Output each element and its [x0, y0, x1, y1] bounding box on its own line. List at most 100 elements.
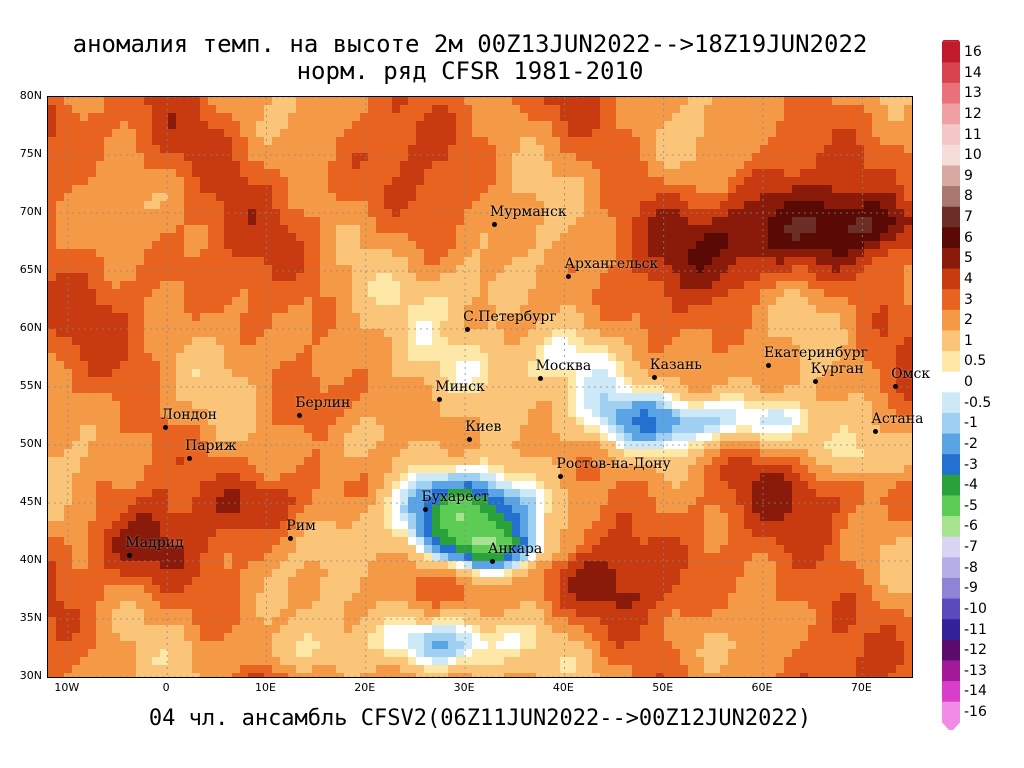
city-marker	[812, 379, 818, 385]
city-marker	[297, 413, 303, 418]
longitude-tick-label: 0	[162, 681, 170, 694]
city-marker	[187, 455, 192, 461]
latitude-tick-label: 50N	[19, 437, 42, 450]
longitude-tick-label: 10W	[54, 681, 80, 694]
legend-swatch	[942, 289, 960, 311]
city-marker	[537, 375, 543, 381]
legend-swatch	[942, 557, 960, 579]
city-label: Рим	[286, 517, 316, 534]
legend-swatch	[942, 701, 960, 723]
chart-subtitle: норм. ряд CFSR 1981-2010	[296, 57, 644, 85]
longitude-tick-label: 60E	[751, 681, 773, 694]
city-label: Берлин	[295, 395, 351, 411]
legend-swatch	[942, 598, 960, 620]
legend-swatch	[942, 82, 960, 105]
chart-title: аномалия темп. на высоте 2м 00Z13JUN2022…	[72, 30, 868, 58]
city-label: Киев	[465, 419, 502, 436]
legend-label: 8	[964, 188, 973, 205]
city-label: Москва	[535, 357, 592, 374]
city-marker	[566, 273, 572, 279]
legend-label: 0.5	[964, 353, 987, 370]
latitude-tick-label: 40N	[19, 553, 42, 566]
legend-swatch	[942, 62, 960, 84]
city-marker	[873, 429, 879, 435]
legend-swatch	[942, 495, 960, 517]
legend-swatch	[942, 412, 960, 435]
legend-swatch	[942, 309, 960, 331]
legend-bottom-arrow	[942, 722, 960, 730]
legend-label: 0	[964, 374, 973, 390]
legend-swatch	[942, 247, 960, 270]
city-label: Мадрид	[125, 535, 184, 552]
legend-label: -1	[964, 415, 978, 432]
legend-label: -9	[964, 580, 978, 597]
legend-label: -8	[964, 559, 978, 576]
longitude-tick-label: 30E	[453, 681, 475, 694]
legend-label: 14	[964, 64, 982, 81]
legend-label: -5	[964, 497, 978, 514]
legend-swatch	[942, 660, 960, 682]
legend-label: -2	[964, 435, 978, 452]
longitude-tick-label: 10E	[254, 681, 276, 694]
longitude-tick-label: 40E	[552, 681, 574, 694]
latitude-tick-label: 60N	[19, 321, 42, 334]
city-label: Екатеринбург	[763, 345, 868, 362]
legend-swatch	[942, 433, 960, 455]
ensemble-caption: 04 чл. ансамбль CFSV2(06Z11JUN2022-->00Z…	[148, 706, 812, 731]
latitude-tick-label: 55N	[19, 379, 42, 392]
legend-label: -13	[964, 662, 987, 679]
latitude-tick-label: 65N	[19, 263, 42, 276]
legend-swatch	[942, 351, 960, 373]
longitude-tick-label: 70E	[850, 681, 872, 694]
city-marker	[437, 396, 443, 402]
legend-top-arrow	[942, 40, 960, 42]
city-label: Лондон	[161, 406, 217, 423]
city-marker	[423, 506, 429, 512]
legend-label: 7	[964, 209, 973, 225]
legend-label: 6	[964, 229, 973, 246]
legend-label: -14	[964, 683, 987, 700]
legend-label: -6	[964, 518, 978, 535]
latitude-tick-label: 30N	[19, 669, 42, 682]
city-label: Париж	[185, 437, 237, 454]
legend-label: -16	[964, 704, 987, 720]
longitude-tick-label: 20E	[354, 681, 376, 694]
legend-label: 3	[964, 291, 973, 308]
color-legend: 16 14 13 12 11 10 9 8 7 6 5 4 3 2 1 0.5 0 -0.5 -1 -2 -3 -4 -5 -…	[940, 40, 1024, 730]
legend-swatch	[942, 392, 960, 414]
legend-swatch	[942, 577, 960, 600]
legend-label: -12	[964, 642, 987, 659]
legend-label: 10	[964, 147, 982, 164]
city-label: Мурманск	[489, 203, 567, 220]
legend-label: -7	[964, 539, 978, 555]
legend-swatch	[942, 371, 960, 393]
city-marker	[491, 221, 497, 227]
latitude-tick-label: 70N	[19, 205, 42, 218]
legend-swatch	[942, 474, 960, 496]
legend-swatch	[942, 103, 960, 125]
latitude-tick-label: 80N	[19, 89, 42, 102]
legend-label: 2	[964, 312, 973, 329]
legend-swatch	[942, 619, 960, 641]
legend-swatch	[942, 639, 960, 661]
legend-label: -0.5	[964, 394, 992, 411]
legend-swatch	[942, 516, 960, 538]
city-label: Астана	[871, 411, 924, 428]
city-marker	[467, 437, 473, 443]
legend-swatch	[942, 330, 960, 352]
city-marker	[163, 424, 169, 430]
legend-label: 11	[964, 126, 982, 143]
city-marker	[489, 559, 495, 565]
legend-label: 1	[964, 332, 973, 349]
legend-swatch	[942, 206, 960, 228]
legend-swatch	[942, 681, 960, 703]
longitude-tick-label: 50E	[652, 681, 674, 694]
city-marker	[893, 384, 899, 389]
latitude-tick-label: 45N	[19, 495, 42, 508]
city-marker	[558, 474, 564, 480]
legend-colorbar	[942, 40, 960, 730]
city-label: Курган	[810, 361, 864, 378]
legend-swatch	[942, 536, 960, 558]
legend-label: -10	[964, 600, 987, 617]
legend-swatch	[942, 144, 960, 166]
